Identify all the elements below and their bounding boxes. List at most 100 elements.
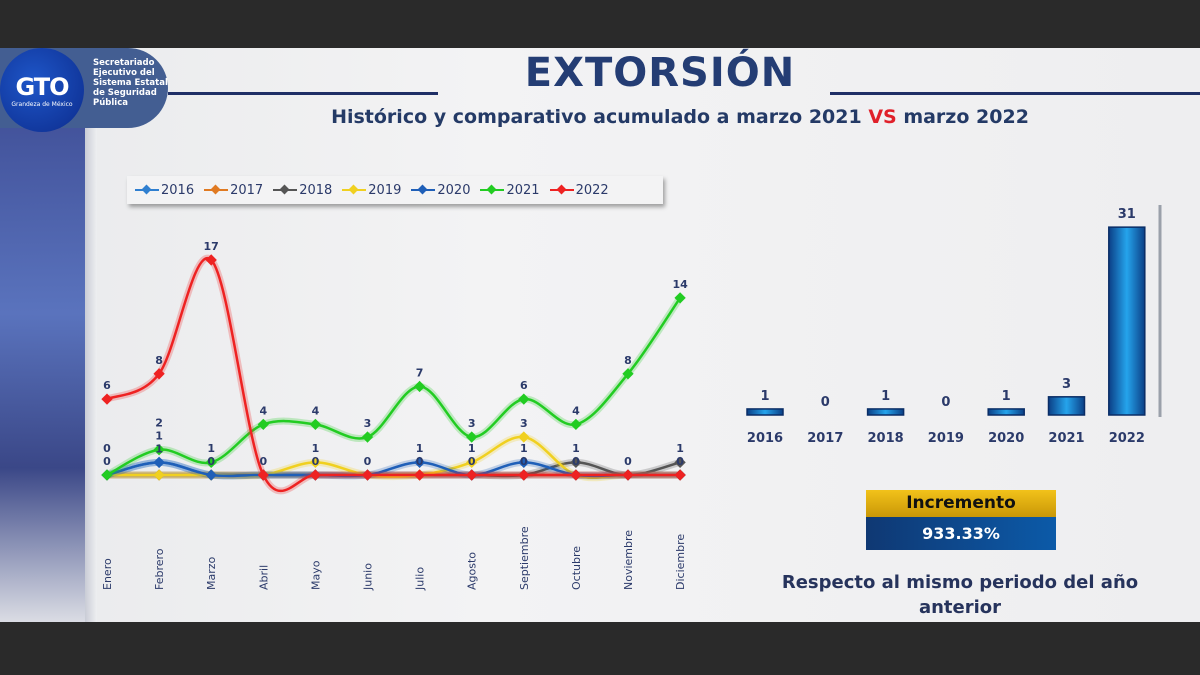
logo-banner: GTO Grandeza de México Secretariado Ejec… bbox=[0, 48, 168, 132]
data-label: 0 bbox=[312, 455, 320, 468]
data-point bbox=[257, 469, 269, 481]
bar-2020: 1 2020 bbox=[987, 389, 1025, 446]
legend-label: 2022 bbox=[575, 182, 609, 198]
data-point bbox=[518, 393, 530, 405]
legend-swatch bbox=[342, 185, 367, 195]
bar bbox=[1047, 396, 1086, 416]
data-point bbox=[309, 456, 322, 469]
series-line bbox=[106, 256, 681, 493]
data-point bbox=[518, 431, 530, 443]
data-label: 0 bbox=[364, 455, 372, 468]
data-label: 6 bbox=[520, 379, 528, 392]
bar-value-label: 1 bbox=[1002, 389, 1011, 404]
data-label: 0 bbox=[572, 455, 580, 468]
data-label: 4 bbox=[259, 404, 267, 417]
x-tick-label: Septiembre bbox=[518, 526, 531, 590]
data-point bbox=[570, 469, 582, 481]
legend-label: 2016 bbox=[161, 182, 195, 198]
data-point bbox=[205, 456, 217, 469]
data-label: 3 bbox=[520, 417, 528, 430]
series-line bbox=[106, 297, 682, 477]
data-point bbox=[413, 380, 426, 393]
data-label: 1 bbox=[676, 442, 684, 455]
legend-swatch bbox=[480, 185, 505, 195]
bar-value-label: 31 bbox=[1118, 207, 1136, 222]
data-label: 4 bbox=[312, 404, 320, 417]
data-point bbox=[674, 469, 686, 481]
legend-label: 2021 bbox=[506, 182, 540, 198]
bar-2022: 31 2022 bbox=[1108, 207, 1146, 446]
bar bbox=[1108, 226, 1146, 416]
data-point bbox=[205, 254, 217, 266]
data-point bbox=[674, 456, 686, 469]
x-tick-label: Febrero bbox=[153, 548, 166, 590]
x-tick-label: Julio bbox=[414, 567, 427, 591]
legend-swatch bbox=[204, 185, 229, 195]
slide: GTO Grandeza de México Secretariado Ejec… bbox=[0, 48, 1200, 622]
data-label: 0 bbox=[416, 455, 424, 468]
page-subtitle: Histórico y comparativo acumulado a marz… bbox=[250, 106, 1110, 128]
legend-label: 2019 bbox=[368, 182, 402, 198]
series-2022 bbox=[101, 254, 686, 495]
logo-brand: GTO bbox=[15, 72, 69, 101]
legend-swatch bbox=[135, 185, 159, 195]
x-tick-label: Marzo bbox=[205, 556, 218, 590]
legend-label: 2017 bbox=[230, 182, 264, 198]
data-label: 1 bbox=[416, 442, 424, 455]
data-point bbox=[309, 418, 322, 431]
data-point bbox=[205, 469, 217, 481]
bar-category-label: 2022 bbox=[1109, 431, 1145, 446]
data-label: 2 bbox=[155, 416, 163, 429]
data-point bbox=[153, 444, 165, 456]
legend-item-2019: 2019 bbox=[342, 183, 401, 198]
x-tick-label: Diciembre bbox=[674, 534, 687, 590]
data-label: 1 bbox=[520, 442, 528, 455]
data-point bbox=[466, 469, 478, 481]
legend-item-2018: 2018 bbox=[273, 183, 332, 198]
legend-item-2021: 2021 bbox=[480, 182, 540, 198]
data-point bbox=[622, 368, 634, 380]
x-tick-label: Mayo bbox=[309, 560, 322, 590]
bar-value-label: 1 bbox=[881, 389, 890, 404]
data-point bbox=[518, 469, 530, 481]
bar-value-label: 0 bbox=[941, 395, 950, 410]
series-glow bbox=[105, 295, 683, 479]
bar-category-label: 2018 bbox=[868, 431, 904, 446]
bar-2016: 1 2016 bbox=[746, 389, 784, 446]
data-label: 0 bbox=[103, 442, 111, 455]
data-label: 7 bbox=[416, 366, 424, 379]
subtitle-vs: VS bbox=[868, 106, 897, 128]
data-point bbox=[257, 418, 269, 431]
page-title: EXTORSIÓN bbox=[524, 50, 796, 96]
bar-category-label: 2017 bbox=[807, 431, 843, 446]
data-point bbox=[413, 456, 426, 469]
title-rule-left bbox=[168, 92, 438, 95]
bar bbox=[987, 408, 1025, 416]
legend-swatch bbox=[549, 185, 574, 195]
data-label: 1 bbox=[155, 429, 163, 442]
data-point bbox=[309, 469, 322, 481]
data-point bbox=[413, 469, 426, 481]
increment-label: Incremento bbox=[866, 490, 1056, 517]
data-label: 0 bbox=[207, 455, 215, 468]
line-chart-legend: 2016 2017 2018 2019 2020 2021 2022 bbox=[127, 176, 663, 204]
bar-value-label: 1 bbox=[760, 389, 769, 404]
data-label: 4 bbox=[572, 404, 580, 417]
bar-2019: 0 2019 bbox=[928, 395, 964, 446]
legend-label: 2020 bbox=[437, 182, 471, 198]
data-label: 6 bbox=[103, 379, 111, 392]
data-label: 0 bbox=[103, 455, 111, 468]
legend-label: 2018 bbox=[299, 182, 333, 198]
x-tick-label: Junio bbox=[362, 563, 375, 591]
data-label: 3 bbox=[364, 417, 372, 430]
data-label: 8 bbox=[624, 354, 632, 367]
data-point bbox=[674, 292, 686, 304]
data-label: 1 bbox=[572, 442, 580, 455]
data-point bbox=[518, 456, 530, 469]
bar-2021: 3 2021 bbox=[1047, 377, 1086, 446]
data-label: 17 bbox=[204, 240, 219, 253]
subtitle-pre: Histórico y comparativo acumulado a marz… bbox=[331, 106, 869, 128]
data-label: 1 bbox=[207, 442, 215, 455]
data-point bbox=[361, 431, 374, 443]
x-tick-label: Noviembre bbox=[622, 530, 635, 590]
